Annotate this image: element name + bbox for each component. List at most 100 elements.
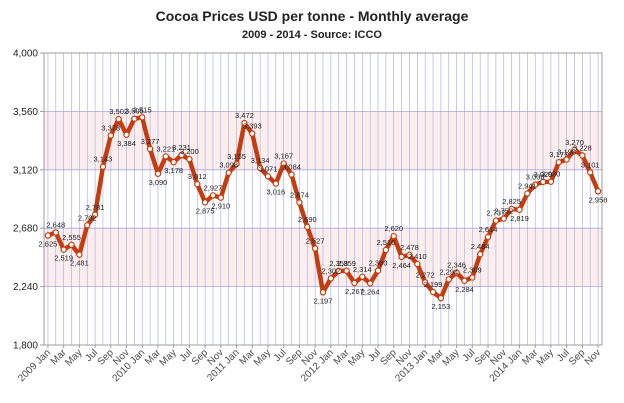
y-tick-label: 3,120 [13,165,38,176]
data-point [217,194,225,201]
y-tick-label: 4,000 [13,49,38,60]
data-label: 2,302 [321,266,340,275]
data-point [531,181,539,188]
data-label: 2,484 [471,242,490,251]
data-label: 3,098 [219,161,238,170]
data-label: 3,084 [282,163,301,172]
data-label: 3,165 [227,152,246,161]
data-point [115,115,122,123]
data-point [233,160,240,168]
data-label: 2,410 [408,252,427,261]
data-point [398,253,405,261]
data-point [366,280,374,287]
data-label: 3,167 [274,152,293,161]
y-tick-label: 2,240 [13,282,38,293]
chart-title: Cocoa Prices USD per tonne - Monthly ave… [155,8,469,24]
data-label: 3,231 [172,143,191,152]
data-point [571,146,578,154]
data-label: 2,648 [46,220,65,229]
data-label: 2,555 [62,233,81,242]
data-point [280,160,287,167]
data-label: 2,346 [447,261,466,270]
data-label: 3,270 [565,138,584,147]
data-label: 2,702 [78,213,97,222]
data-label: 3,178 [164,166,183,175]
data-label: 2,358 [329,259,348,268]
data-point [84,222,91,229]
data-label: 3,012 [188,172,207,181]
data-label: 2,199 [424,280,443,289]
data-label: 2,910 [211,202,230,211]
data-point [256,164,264,172]
data-label: 3,384 [117,139,136,148]
data-point [437,294,445,302]
data-point [555,159,562,166]
data-label: 2,874 [290,190,309,199]
data-label: 2,620 [384,224,403,233]
plot-frame [43,52,603,346]
data-label: 3,090 [149,178,168,187]
y-axis: 1,800 2,240 2,680 3,120 3,560 4,000 [13,49,44,352]
data-point [139,114,146,121]
data-label: 2,464 [392,261,411,270]
data-point [492,217,500,224]
data-label: 2,478 [400,243,419,252]
data-label: 3,177 [549,150,568,159]
data-label: 3,472 [235,111,254,120]
data-point [390,232,397,240]
data-point [445,276,452,283]
data-label: 3,101 [581,160,600,169]
x-tick-label: 2009 Jan [16,347,53,384]
data-point [52,229,59,236]
data-point [91,211,99,218]
data-point [500,215,507,222]
data-point [421,279,429,286]
data-label: 3,221 [156,144,175,153]
data-point [335,267,342,275]
data-label: 2,481 [70,259,89,268]
data-label: 2,819 [510,214,529,223]
data-label: 3,505 [125,107,144,116]
data-point [225,169,232,176]
x-tick-label: May [535,347,556,368]
data-point [131,115,138,122]
data-label: 2,825 [502,197,521,206]
data-label: 3,228 [573,143,592,152]
x-tick-label: Nov [583,347,603,367]
data-label: 2,516 [376,238,395,247]
data-point [594,188,602,195]
data-label: 2,519 [54,254,73,263]
data-point [547,178,555,185]
data-point [178,151,185,159]
data-label: 2,958 [589,195,608,204]
data-label: 2,752 [494,207,513,216]
data-label: 2,360 [369,259,388,268]
data-label: 3,277 [141,137,160,146]
data-point [123,131,130,138]
data-point [107,132,115,139]
data-point [429,288,437,296]
data-label: 2,527 [306,237,325,246]
data-point [201,199,209,206]
data-label: 2,625 [39,240,58,249]
data-point [154,170,162,177]
data-point [453,269,460,276]
data-label: 2,153 [431,302,450,311]
data-point [343,267,350,275]
y-tick-label: 3,560 [13,107,38,118]
data-label: 3,378 [101,124,120,133]
data-label: 3,029 [534,170,553,179]
data-point [76,251,83,258]
data-label: 2,264 [361,287,380,296]
data-point [327,275,335,282]
chart-subtitle: 2009 - 2014 - Source: ICCO [241,29,382,41]
data-point [359,273,366,280]
data-label: 3,393 [243,122,262,131]
data-label: 3,071 [259,164,278,173]
data-point [170,158,177,166]
data-point [469,274,476,281]
data-point [264,173,272,180]
